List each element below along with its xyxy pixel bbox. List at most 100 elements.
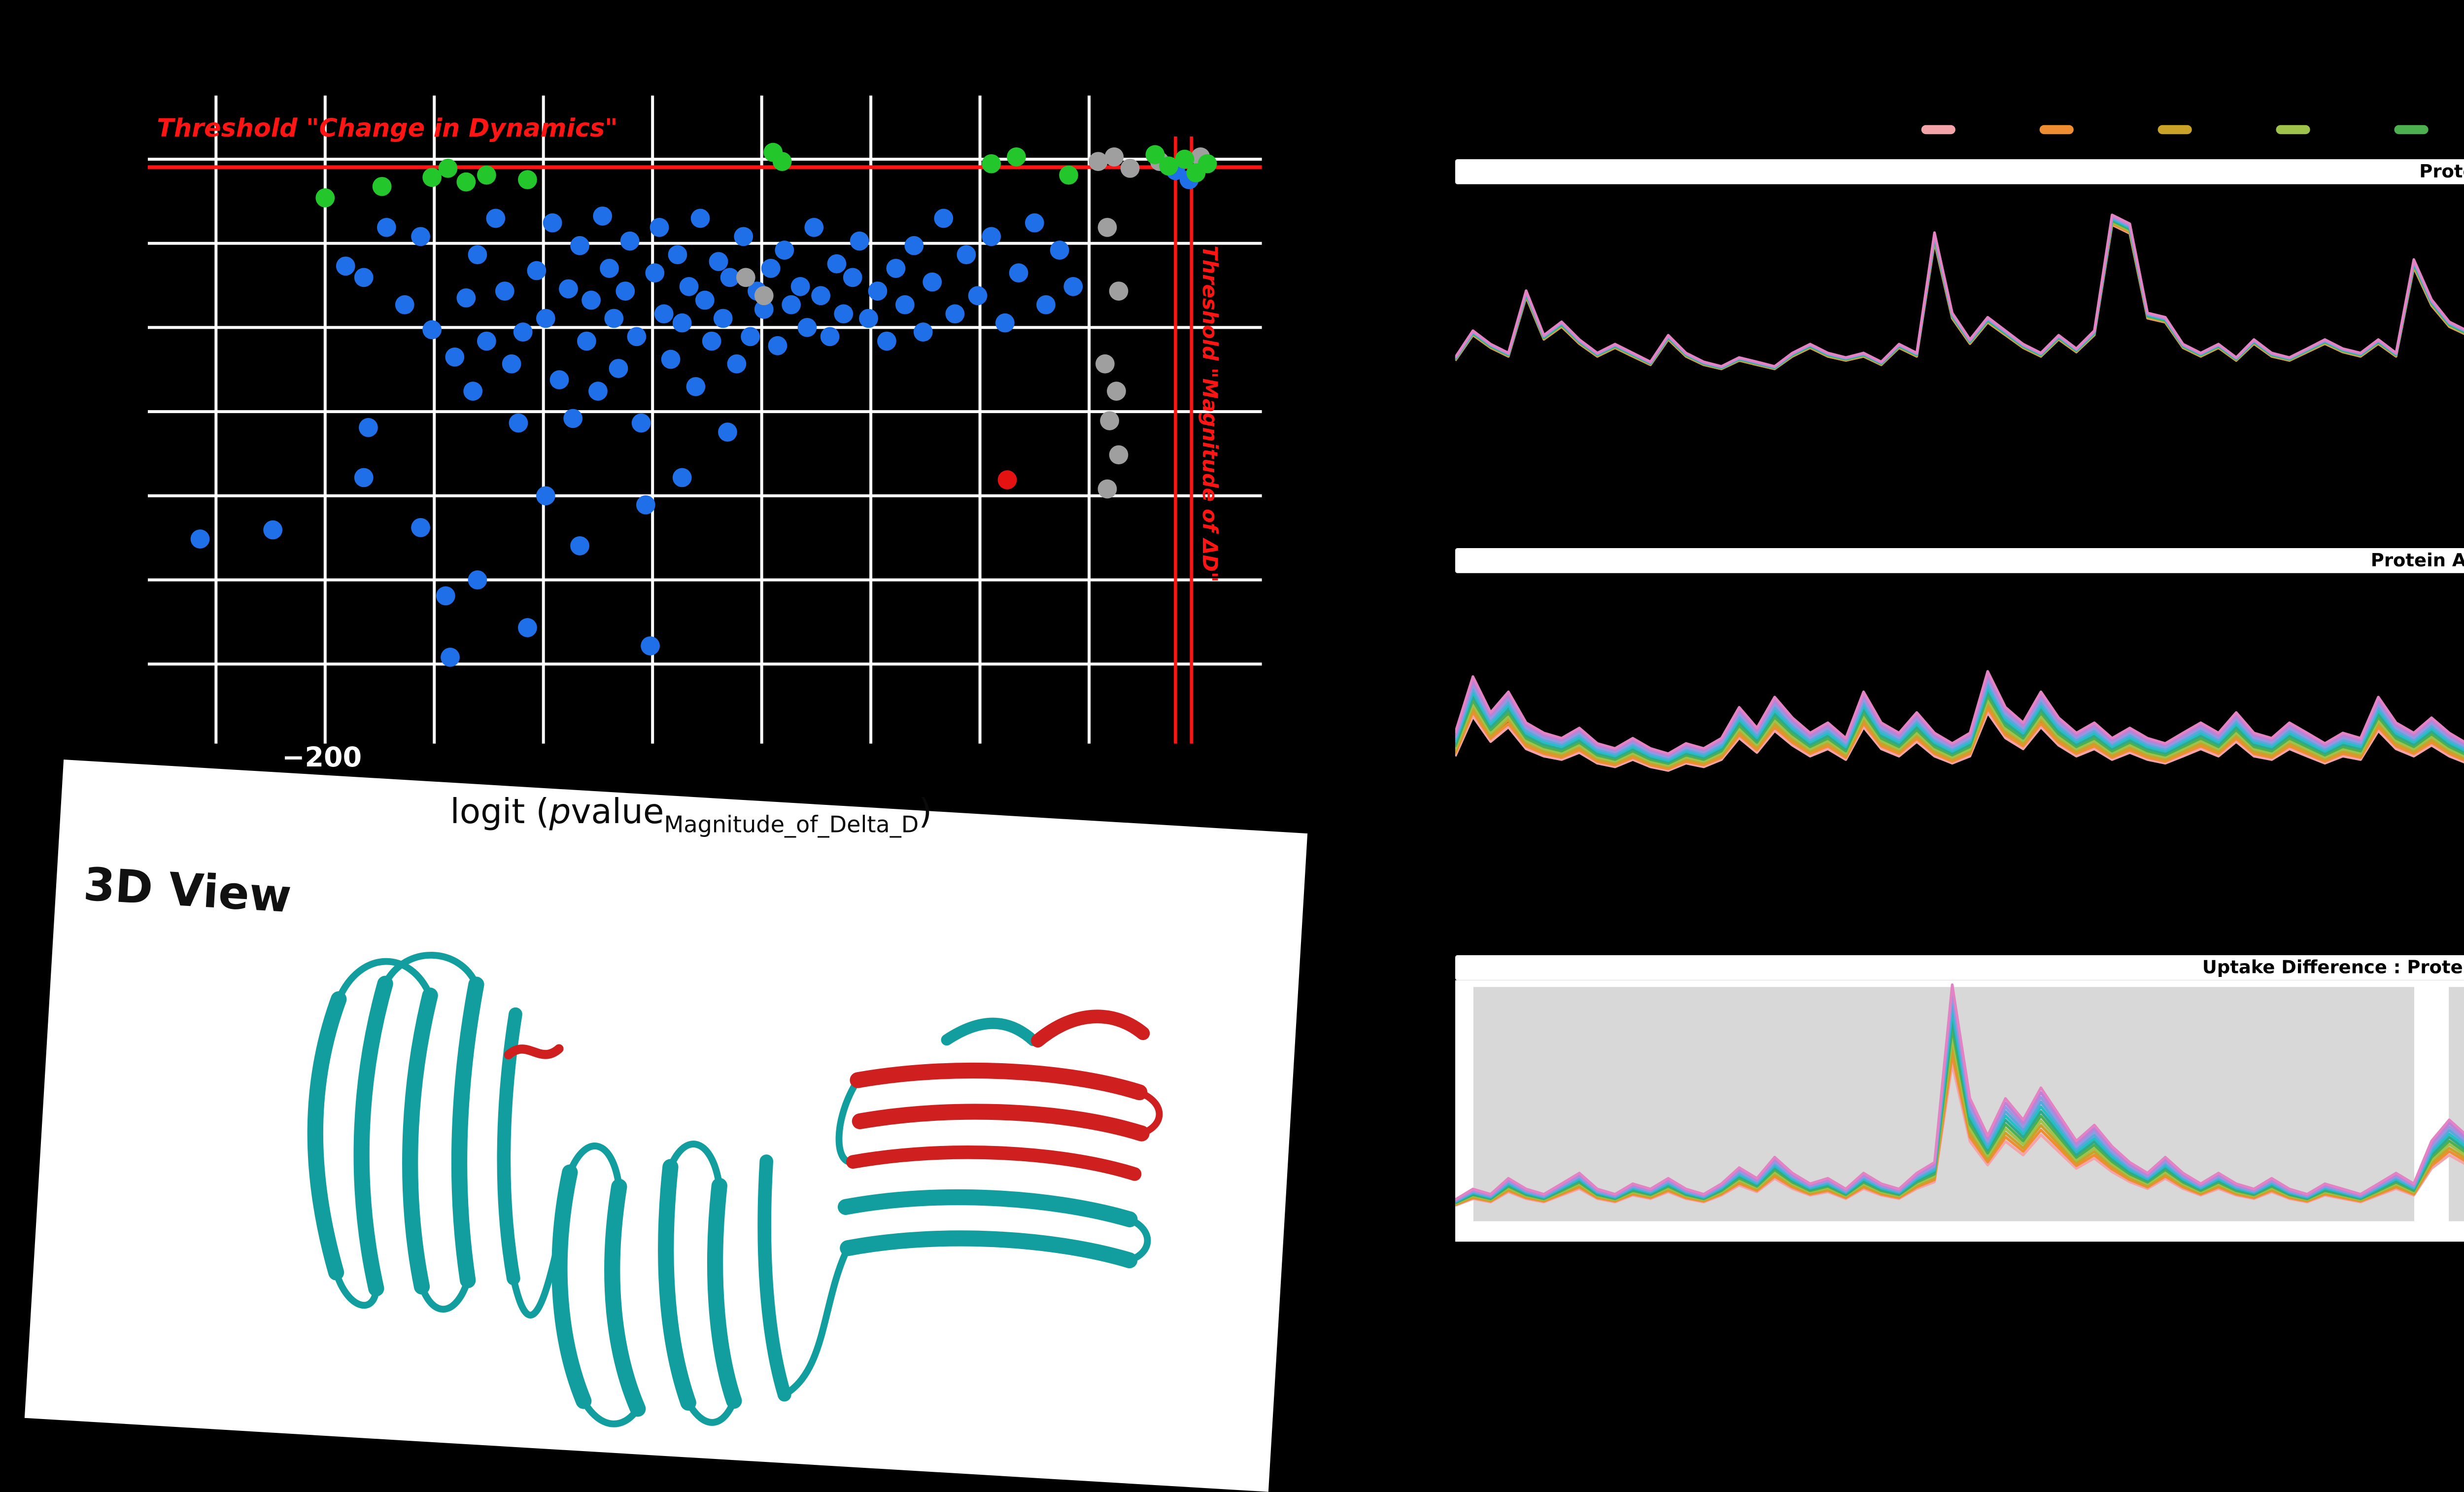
scatter-point-blue[interactable] [775, 241, 794, 260]
scatter-point-gray[interactable] [1097, 479, 1117, 499]
scatter-point-blue[interactable] [923, 272, 942, 292]
scatter-point-blue[interactable] [672, 468, 692, 487]
scatter-point-green[interactable] [422, 168, 442, 187]
scatter-point-blue[interactable] [843, 268, 862, 287]
scatter-point-blue[interactable] [650, 218, 669, 237]
scatter-point-blue[interactable] [600, 259, 619, 278]
scatter-point-blue[interactable] [495, 281, 514, 301]
scatter-point-blue[interactable] [820, 327, 840, 347]
uptake-plot-protein-a[interactable] [1455, 184, 2464, 541]
scatter-point-blue[interactable] [359, 418, 378, 437]
scatter-point-blue[interactable] [727, 354, 747, 374]
scatter-point-blue[interactable] [768, 336, 787, 355]
scatter-point-blue[interactable] [354, 468, 374, 487]
scatter-point-blue[interactable] [570, 536, 589, 555]
scatter-point-blue[interactable] [627, 327, 647, 347]
scatter-point-gray[interactable] [1120, 159, 1140, 178]
scatter-point-green[interactable] [372, 176, 392, 196]
scatter-point-blue[interactable] [904, 236, 924, 255]
scatter-point-blue[interactable] [463, 382, 483, 401]
scatter-point-blue[interactable] [654, 304, 674, 324]
scatter-point-blue[interactable] [1036, 295, 1056, 314]
scatter-point-blue[interactable] [868, 281, 888, 301]
scatter-point-blue[interactable] [570, 236, 589, 255]
legend-dash[interactable] [1921, 125, 1955, 135]
scatter-point-gray[interactable] [1089, 152, 1108, 171]
scatter-point-blue[interactable] [577, 331, 596, 351]
scatter-point-blue[interactable] [631, 413, 651, 433]
scatter-point-blue[interactable] [376, 218, 396, 237]
scatter-point-blue[interactable] [422, 320, 442, 340]
scatter-point-blue[interactable] [593, 206, 613, 226]
scatter-point-green[interactable] [477, 165, 496, 185]
scatter-point-blue[interactable] [1009, 263, 1028, 283]
volcano-plot[interactable]: Threshold "Change in Dynamics" Threshold… [147, 95, 1262, 744]
scatter-point-gray[interactable] [736, 268, 755, 287]
scatter-point-blue[interactable] [761, 259, 781, 278]
scatter-point-blue[interactable] [720, 268, 740, 287]
scatter-point-blue[interactable] [709, 252, 728, 271]
scatter-point-gray[interactable] [1109, 445, 1129, 465]
scatter-point-blue[interactable] [741, 327, 760, 347]
scatter-point-blue[interactable] [411, 227, 430, 246]
scatter-point-green[interactable] [982, 154, 1001, 173]
scatter-point-blue[interactable] [513, 322, 533, 342]
scatter-point-blue[interactable] [859, 309, 878, 328]
scatter-point-green[interactable] [1198, 154, 1217, 173]
scatter-point-blue[interactable] [790, 277, 810, 296]
scatter-point-blue[interactable] [1063, 277, 1083, 296]
scatter-point-green[interactable] [1145, 145, 1165, 165]
scatter-point-blue[interactable] [995, 313, 1015, 333]
scatter-point-blue[interactable] [527, 261, 547, 280]
scatter-point-gray[interactable] [1097, 218, 1117, 237]
scatter-point-blue[interactable] [486, 208, 506, 228]
scatter-point-blue[interactable] [468, 570, 487, 590]
scatter-point-blue[interactable] [690, 208, 710, 228]
scatter-point-green[interactable] [772, 152, 792, 171]
scatter-point-blue[interactable] [456, 288, 476, 308]
scatter-point-green[interactable] [1159, 156, 1178, 176]
scatter-point-green[interactable] [456, 172, 476, 192]
scatter-point-blue[interactable] [441, 648, 460, 667]
scatter-point-blue[interactable] [477, 331, 496, 351]
scatter-point-green[interactable] [1059, 165, 1078, 185]
scatter-point-blue[interactable] [518, 618, 537, 637]
scatter-point-blue[interactable] [782, 295, 801, 314]
scatter-point-blue[interactable] [734, 227, 753, 246]
scatter-point-blue[interactable] [536, 309, 555, 328]
scatter-point-blue[interactable] [609, 359, 628, 378]
scatter-point-blue[interactable] [811, 286, 830, 306]
scatter-point-blue[interactable] [754, 300, 774, 319]
scatter-point-blue[interactable] [645, 263, 665, 283]
scatter-point-gray[interactable] [1107, 382, 1126, 401]
scatter-point-blue[interactable] [718, 422, 737, 442]
scatter-point-gray[interactable] [1095, 354, 1115, 374]
scatter-point-blue[interactable] [536, 486, 555, 506]
legend-dash[interactable] [2394, 125, 2429, 135]
scatter-point-blue[interactable] [436, 586, 455, 606]
legend-dash[interactable] [2157, 125, 2192, 135]
scatter-point-blue[interactable] [588, 382, 608, 401]
scatter-point-blue[interactable] [395, 295, 414, 314]
scatter-point-blue[interactable] [797, 318, 817, 337]
scatter-point-blue[interactable] [850, 231, 869, 251]
scatter-point-blue[interactable] [502, 354, 521, 374]
scatter-point-blue[interactable] [563, 409, 583, 428]
scatter-point-gray[interactable] [754, 286, 774, 306]
scatter-point-blue[interactable] [804, 218, 824, 237]
scatter-point-blue[interactable] [834, 304, 854, 324]
scatter-point-blue[interactable] [354, 268, 374, 287]
scatter-point-blue[interactable] [968, 286, 988, 306]
scatter-point-red[interactable] [997, 470, 1017, 489]
scatter-point-blue[interactable] [263, 520, 283, 540]
legend-dash[interactable] [2276, 125, 2310, 135]
legend-dash[interactable] [2039, 125, 2074, 135]
scatter-point-blue[interactable] [604, 309, 624, 328]
scatter-point-blue[interactable] [445, 347, 465, 367]
scatter-point-blue[interactable] [549, 370, 569, 389]
scatter-point-blue[interactable] [913, 322, 933, 342]
protein-3d-structure[interactable] [150, 899, 1270, 1474]
volcano-plot-canvas[interactable] [147, 95, 1262, 744]
scatter-point-blue[interactable] [702, 331, 721, 351]
scatter-point-blue[interactable] [336, 256, 355, 276]
